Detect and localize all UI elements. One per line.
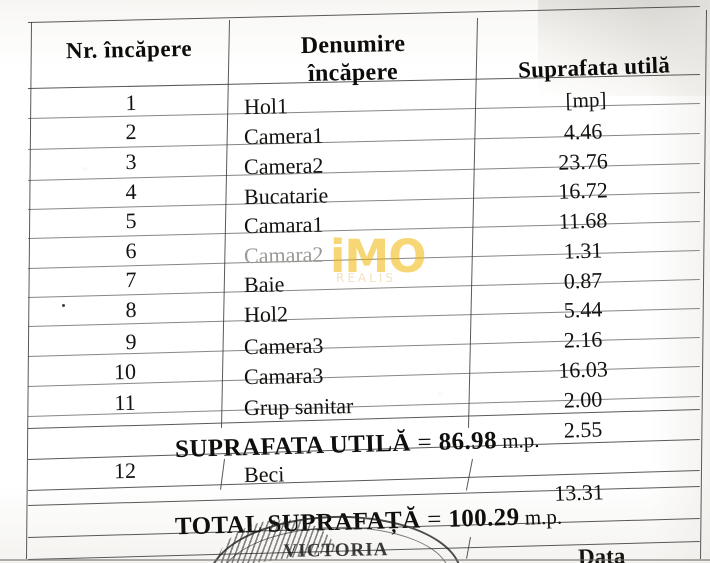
row-number-8: 8 [125, 296, 137, 323]
room-area-value-5: 11.68 [558, 207, 608, 234]
room-name-5: Camara1 [243, 211, 324, 239]
row-number-5: 5 [125, 207, 137, 234]
room-area-value-6: 1.31 [563, 237, 603, 264]
row-number-1: 1 [125, 89, 137, 116]
row-number-3: 3 [125, 148, 137, 175]
room-area-value-9: 2.16 [563, 326, 603, 353]
column-header-suprafata: Suprafata utilă [517, 52, 671, 83]
summary-useful-area-equals: = [417, 428, 440, 457]
room-name-1: Hol1 [243, 93, 289, 120]
column-header-unit: [mp] [565, 87, 607, 113]
room-name-6: Camara2 [243, 241, 324, 269]
room-area-value-8: 5.44 [563, 296, 603, 323]
summary-useful-area: SUPRAFATA UTILĂ = 86.98 m.p. [175, 426, 540, 464]
summary-total-area-equals: = [426, 505, 449, 534]
bottom-frame-rule [0, 559, 710, 561]
row-number-11: 11 [114, 389, 136, 416]
summary-useful-area-unit: m.p. [496, 427, 540, 454]
table-rule-vertical [220, 458, 225, 491]
table-rule-vertical [700, 9, 707, 560]
row-number-7: 7 [125, 266, 137, 293]
room-area-value-10: 16.03 [557, 356, 609, 383]
room-area-value-3: 23.76 [557, 148, 609, 175]
room-area-value-2: 4.46 [563, 118, 603, 145]
scan-artifact-dot [62, 304, 65, 307]
row-number-10: 10 [113, 358, 137, 385]
room-name-3: Camera2 [243, 152, 324, 180]
room-area-value-4: 16.72 [557, 177, 609, 204]
room-name-8: Hol2 [243, 301, 289, 328]
basement-area-value: 13.31 [553, 479, 605, 506]
table-rule [27, 6, 701, 23]
basement-room-name: Beci [243, 461, 285, 488]
room-name-7: Baie [243, 271, 285, 298]
summary-total-area-unit: m.p. [519, 504, 563, 530]
summary-useful-area-value: 86.98 [438, 427, 498, 456]
column-header-denumire-line2: încăpere [307, 59, 399, 87]
column-header-nr: Nr. încăpere [65, 35, 193, 64]
row-number-6: 6 [125, 237, 137, 264]
row-number-2: 2 [125, 118, 137, 145]
room-name-9: Camera3 [243, 332, 324, 360]
room-name-2: Camera1 [243, 122, 324, 150]
room-name-10: Camara3 [243, 362, 324, 390]
row-number-4: 4 [125, 178, 137, 205]
basement-row-number: 12 [113, 457, 137, 484]
room-area-value-7: 0.87 [563, 267, 603, 294]
column-header-denumire: Denumire [300, 30, 406, 60]
row-number-9: 9 [125, 328, 137, 355]
summary-total-area-value: 100.29 [448, 503, 520, 533]
room-name-11: Grup sanitar [243, 393, 354, 421]
room-name-4: Bucatarie [243, 182, 329, 210]
